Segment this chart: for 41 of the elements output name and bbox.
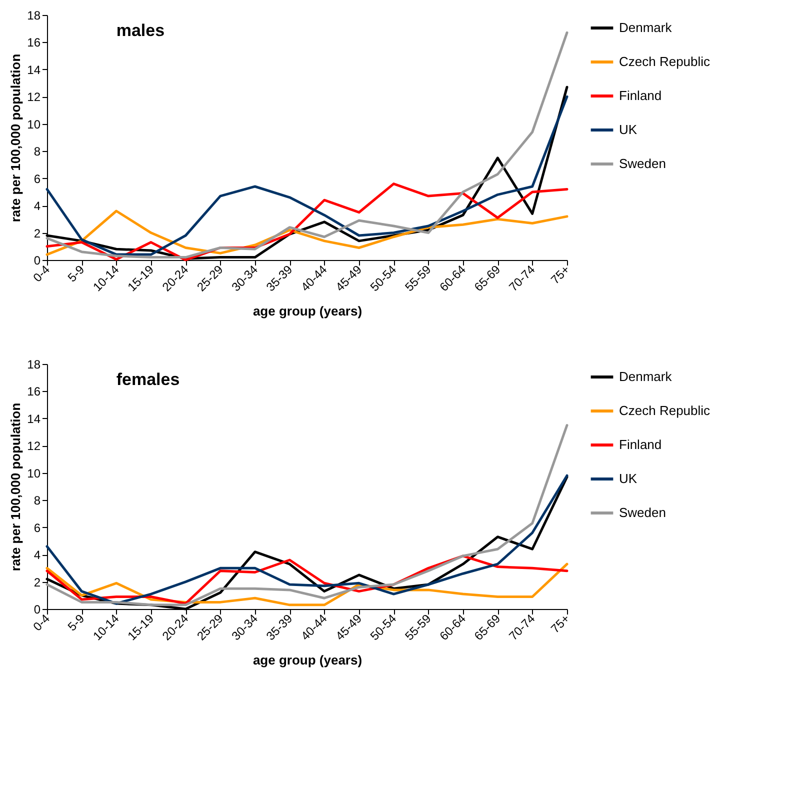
- y-tick-label: 2: [34, 575, 41, 590]
- legend-label: Denmark: [619, 369, 672, 384]
- legend-label: Czech Republic: [619, 54, 711, 69]
- y-tick-label: 8: [34, 144, 41, 159]
- y-tick-label: 16: [27, 36, 41, 50]
- y-tick-label: 4: [34, 199, 41, 214]
- legend-label: Sweden: [619, 156, 666, 171]
- y-tick-label: 6: [34, 172, 41, 186]
- y-tick-label: 12: [27, 439, 41, 454]
- y-tick-label: 6: [34, 520, 41, 535]
- legend-label: UK: [619, 122, 638, 137]
- y-tick-label: 12: [27, 90, 41, 104]
- y-tick-label: 16: [27, 384, 41, 399]
- y-tick-label: 8: [34, 494, 41, 508]
- legend-label: Sweden: [619, 505, 666, 520]
- y-tick-label: 4: [34, 548, 41, 562]
- y-axis-title: rate per 100,000 population: [8, 54, 24, 222]
- x-axis-title: age group (years): [252, 652, 362, 668]
- y-tick-label: 14: [27, 62, 41, 77]
- legend-label: Finland: [619, 437, 662, 452]
- legend-label: Czech Republic: [619, 403, 711, 418]
- y-tick-label: 0: [34, 602, 41, 616]
- x-tick-label: 5-9: [64, 611, 88, 634]
- line-series: [46, 424, 568, 606]
- legend-label: Finland: [619, 88, 662, 103]
- legend-label: UK: [619, 471, 638, 486]
- y-tick-label: 2: [34, 226, 41, 240]
- y-tick-label: 10: [27, 117, 41, 132]
- x-tick-label: 5-9: [64, 262, 88, 285]
- y-tick-label: 10: [27, 466, 41, 480]
- y-tick-label: 18: [27, 358, 41, 372]
- y-axis-title: rate per 100,000 population: [8, 402, 24, 572]
- y-tick-label: 14: [27, 412, 41, 426]
- x-tick-label: 75+: [548, 262, 572, 287]
- chart-title: males: [116, 21, 165, 40]
- legend-label: Denmark: [619, 20, 672, 35]
- x-axis-title: age group (years): [252, 303, 362, 318]
- chart-title: females: [116, 370, 180, 390]
- y-tick-label: 0: [34, 254, 41, 268]
- x-tick-label: 75+: [548, 612, 572, 636]
- y-tick-label: 18: [27, 8, 41, 22]
